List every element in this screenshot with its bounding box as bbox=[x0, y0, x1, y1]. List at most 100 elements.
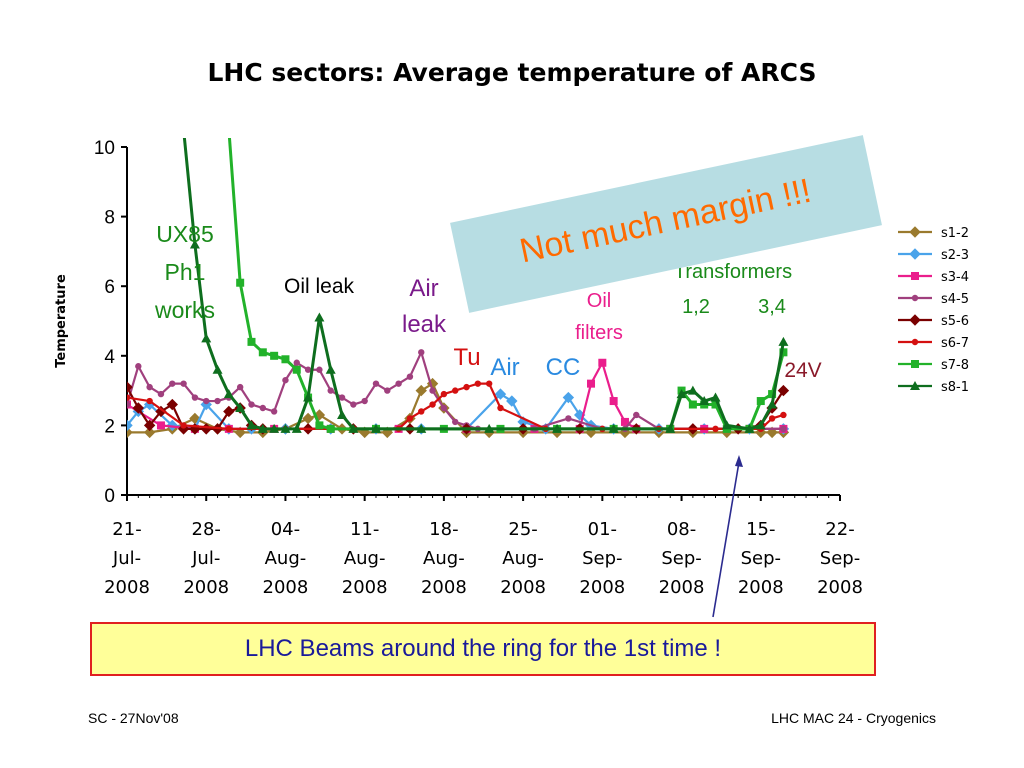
x-tick-label: 21-Jul-2008 bbox=[104, 519, 150, 598]
y-tick-label: 6 bbox=[104, 277, 115, 298]
annotation-oil-leak: Oil leak bbox=[284, 275, 355, 298]
data-point-s45 bbox=[270, 408, 278, 415]
data-point-s81 bbox=[608, 423, 619, 433]
annotation-air: Air bbox=[490, 354, 519, 381]
data-point-s45 bbox=[316, 366, 323, 373]
footer-left: SC - 27Nov'08 bbox=[88, 710, 179, 726]
data-point-s45 bbox=[440, 404, 448, 412]
data-point-s81 bbox=[721, 420, 732, 430]
data-point-s23 bbox=[562, 391, 575, 404]
data-point-s45 bbox=[146, 383, 153, 391]
data-point-s67 bbox=[485, 380, 493, 387]
data-point-s67 bbox=[768, 415, 776, 422]
data-point-s45 bbox=[361, 397, 368, 405]
data-point-s56 bbox=[132, 402, 145, 414]
data-point-s45 bbox=[565, 415, 572, 422]
data-point-s34 bbox=[620, 417, 629, 426]
data-point-s45 bbox=[180, 380, 187, 387]
y-tick-label: 0 bbox=[104, 486, 115, 507]
legend-marker-s34 bbox=[911, 272, 919, 280]
data-point-s81 bbox=[484, 423, 495, 433]
data-point-s78 bbox=[258, 348, 267, 357]
data-point-s67 bbox=[712, 425, 719, 433]
data-point-s45 bbox=[293, 359, 300, 366]
data-point-s78 bbox=[768, 390, 777, 399]
data-point-s67 bbox=[146, 397, 153, 405]
slide-title: LHC sectors: Average temperature of ARCS bbox=[207, 58, 817, 87]
data-point-s81 bbox=[189, 239, 200, 249]
data-point-s45 bbox=[248, 401, 255, 408]
annotation-ux85: UX85 Ph1 works bbox=[154, 221, 215, 323]
data-point-s12 bbox=[302, 412, 314, 425]
data-point-s45 bbox=[127, 401, 131, 408]
data-point-s78 bbox=[688, 400, 697, 409]
data-point-s45 bbox=[157, 390, 165, 398]
data-point-s34 bbox=[156, 421, 165, 430]
data-point-s81 bbox=[280, 423, 291, 433]
legend-item-s78: s7-8 bbox=[898, 358, 969, 373]
data-point-s45 bbox=[338, 394, 346, 401]
legend-marker-s67 bbox=[911, 338, 919, 346]
data-point-s12 bbox=[143, 426, 156, 439]
legend-item-s45: s4-5 bbox=[898, 292, 969, 307]
data-point-s81 bbox=[201, 333, 212, 343]
x-tick-label: 25-Aug-2008 bbox=[500, 519, 546, 598]
data-point-s67 bbox=[440, 390, 448, 398]
data-point-s45 bbox=[135, 363, 142, 370]
legend-item-s67: s6-7 bbox=[898, 336, 969, 351]
data-point-s81 bbox=[303, 392, 314, 402]
data-point-s81 bbox=[699, 396, 710, 406]
legend-item-s56: s5-6 bbox=[898, 314, 969, 329]
annotation-t12: 1,2 bbox=[682, 296, 710, 318]
lhc-beams-box: LHC Beams around the ring for the 1st ti… bbox=[90, 622, 876, 676]
data-point-s81 bbox=[676, 389, 687, 399]
x-tick-label: 01-Sep-2008 bbox=[579, 519, 625, 598]
annotation-oil-filters: Oil filters bbox=[575, 290, 623, 344]
x-tick-label: 22-Sep-2008 bbox=[817, 519, 863, 598]
x-tick-label: 11-Aug-2008 bbox=[342, 519, 388, 598]
data-point-s81 bbox=[325, 364, 336, 374]
data-point-s67 bbox=[474, 380, 482, 387]
data-point-s81 bbox=[235, 403, 246, 412]
y-tick-label: 10 bbox=[94, 138, 115, 159]
data-point-s81 bbox=[755, 420, 766, 430]
data-point-s45 bbox=[780, 425, 787, 433]
data-point-s45 bbox=[304, 366, 312, 373]
x-tick-label: 28-Jul-2008 bbox=[183, 519, 229, 598]
annotation-cc: CC bbox=[546, 354, 581, 381]
data-point-s67 bbox=[780, 411, 787, 419]
data-point-s81 bbox=[710, 392, 721, 402]
data-point-s67 bbox=[180, 422, 187, 429]
data-point-s78 bbox=[315, 421, 324, 430]
legend-marker-s56 bbox=[909, 314, 921, 326]
data-point-s81 bbox=[246, 420, 257, 430]
data-point-s45 bbox=[372, 380, 380, 387]
data-point-s81 bbox=[552, 423, 563, 433]
x-tick-label: 18-Aug-2008 bbox=[421, 519, 467, 598]
data-point-s78 bbox=[281, 355, 290, 364]
data-point-s67 bbox=[452, 387, 459, 394]
data-point-s81 bbox=[212, 364, 223, 374]
data-point-s56 bbox=[127, 381, 133, 393]
legend-marker-s78 bbox=[911, 360, 919, 368]
data-point-s56 bbox=[155, 405, 167, 418]
data-point-s81 bbox=[223, 389, 234, 399]
data-point-s81 bbox=[767, 399, 778, 409]
y-tick-label: 2 bbox=[104, 416, 115, 437]
data-point-s23 bbox=[127, 419, 133, 432]
data-point-s45 bbox=[633, 411, 640, 419]
legend-item-s34: s3-4 bbox=[898, 270, 969, 285]
legend-marker-s23 bbox=[909, 248, 921, 260]
annotation-tu: Tu bbox=[453, 344, 480, 371]
x-tick-label: 15-Sep-2008 bbox=[738, 519, 784, 598]
data-point-s34 bbox=[598, 358, 607, 367]
legend-item-s81: s8-1 bbox=[898, 380, 969, 395]
data-point-s56 bbox=[143, 419, 156, 432]
data-point-s78 bbox=[326, 424, 335, 433]
legend-marker-s12 bbox=[909, 226, 921, 238]
legend-marker-s81 bbox=[910, 381, 920, 390]
data-point-s67 bbox=[127, 394, 131, 401]
legend-label-s23: s2-3 bbox=[941, 248, 969, 263]
data-point-s45 bbox=[429, 387, 436, 394]
data-point-s45 bbox=[350, 401, 357, 408]
